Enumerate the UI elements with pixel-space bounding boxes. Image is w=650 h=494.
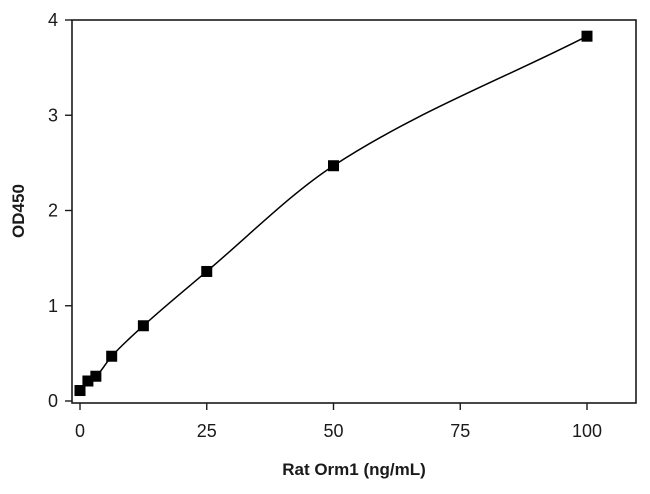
data-point xyxy=(201,265,213,277)
fit-curve xyxy=(79,35,588,391)
x-axis-title: Rat Orm1 (ng/mL) xyxy=(282,460,426,479)
x-tick-label: 25 xyxy=(197,421,217,441)
data-point xyxy=(106,350,118,362)
data-points xyxy=(74,30,593,397)
x-axis-ticks: 0 25 50 75 100 xyxy=(75,403,602,441)
y-tick-label: 4 xyxy=(48,10,58,30)
data-point xyxy=(82,375,94,387)
x-tick-label: 50 xyxy=(323,421,343,441)
y-tick-label: 3 xyxy=(48,105,58,125)
y-axis-title: OD450 xyxy=(9,184,28,238)
y-tick-label: 2 xyxy=(48,201,58,221)
data-point xyxy=(581,30,593,42)
y-tick-label: 1 xyxy=(48,296,58,316)
x-tick-label: 100 xyxy=(572,421,602,441)
x-tick-label: 75 xyxy=(450,421,470,441)
data-point xyxy=(328,160,339,172)
y-axis-ticks: 0 1 2 3 4 xyxy=(48,10,72,411)
x-tick-label: 0 xyxy=(75,421,85,441)
plot-frame xyxy=(71,19,637,404)
data-point xyxy=(74,385,86,397)
data-point xyxy=(137,320,149,332)
y-tick-label: 0 xyxy=(48,391,58,411)
data-point xyxy=(90,370,102,382)
